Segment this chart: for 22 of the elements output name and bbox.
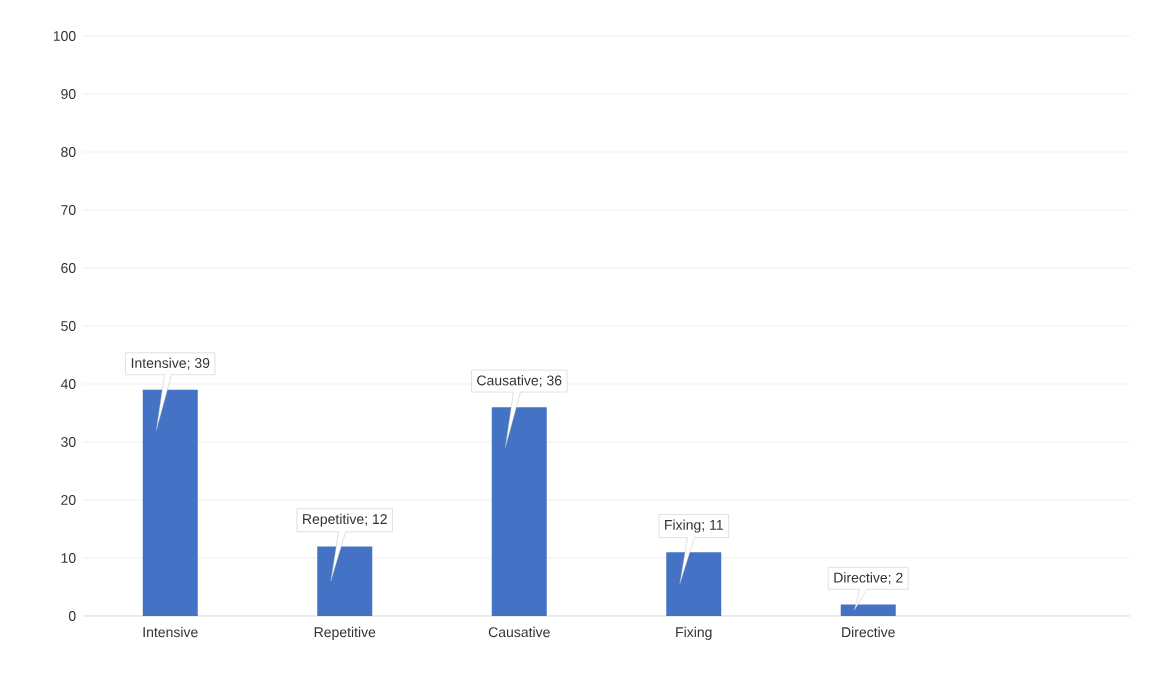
y-tick-label: 20 — [61, 495, 76, 505]
x-tick-label: Intensive — [143, 626, 198, 638]
data-label: Causative; 36 — [477, 375, 562, 388]
x-tick-label: Causative — [488, 626, 550, 638]
data-label: Repetitive; 12 — [303, 513, 387, 527]
data-label: Directive; 2 — [834, 572, 903, 585]
y-tick-label: 70 — [61, 205, 76, 215]
data-label: Intensive; 39 — [131, 357, 210, 370]
y-tick-label: 0 — [68, 611, 76, 621]
data-label: Fixing; 11 — [665, 519, 723, 533]
y-tick-label: 90 — [61, 89, 76, 99]
y-tick-label: 100 — [53, 31, 76, 41]
y-tick-label: 40 — [60, 379, 76, 389]
bar — [840, 604, 896, 616]
x-tick-label: Repetitive — [314, 626, 376, 640]
x-tick-label: Directive — [842, 626, 895, 638]
y-tick-label: 80 — [61, 147, 76, 157]
y-tick-label: 50 — [61, 321, 76, 331]
y-tick-label: 10 — [61, 553, 76, 563]
y-tick-label: 60 — [61, 263, 76, 273]
x-tick-label: Fixing — [676, 626, 712, 640]
y-tick-label: 30 — [61, 437, 76, 447]
